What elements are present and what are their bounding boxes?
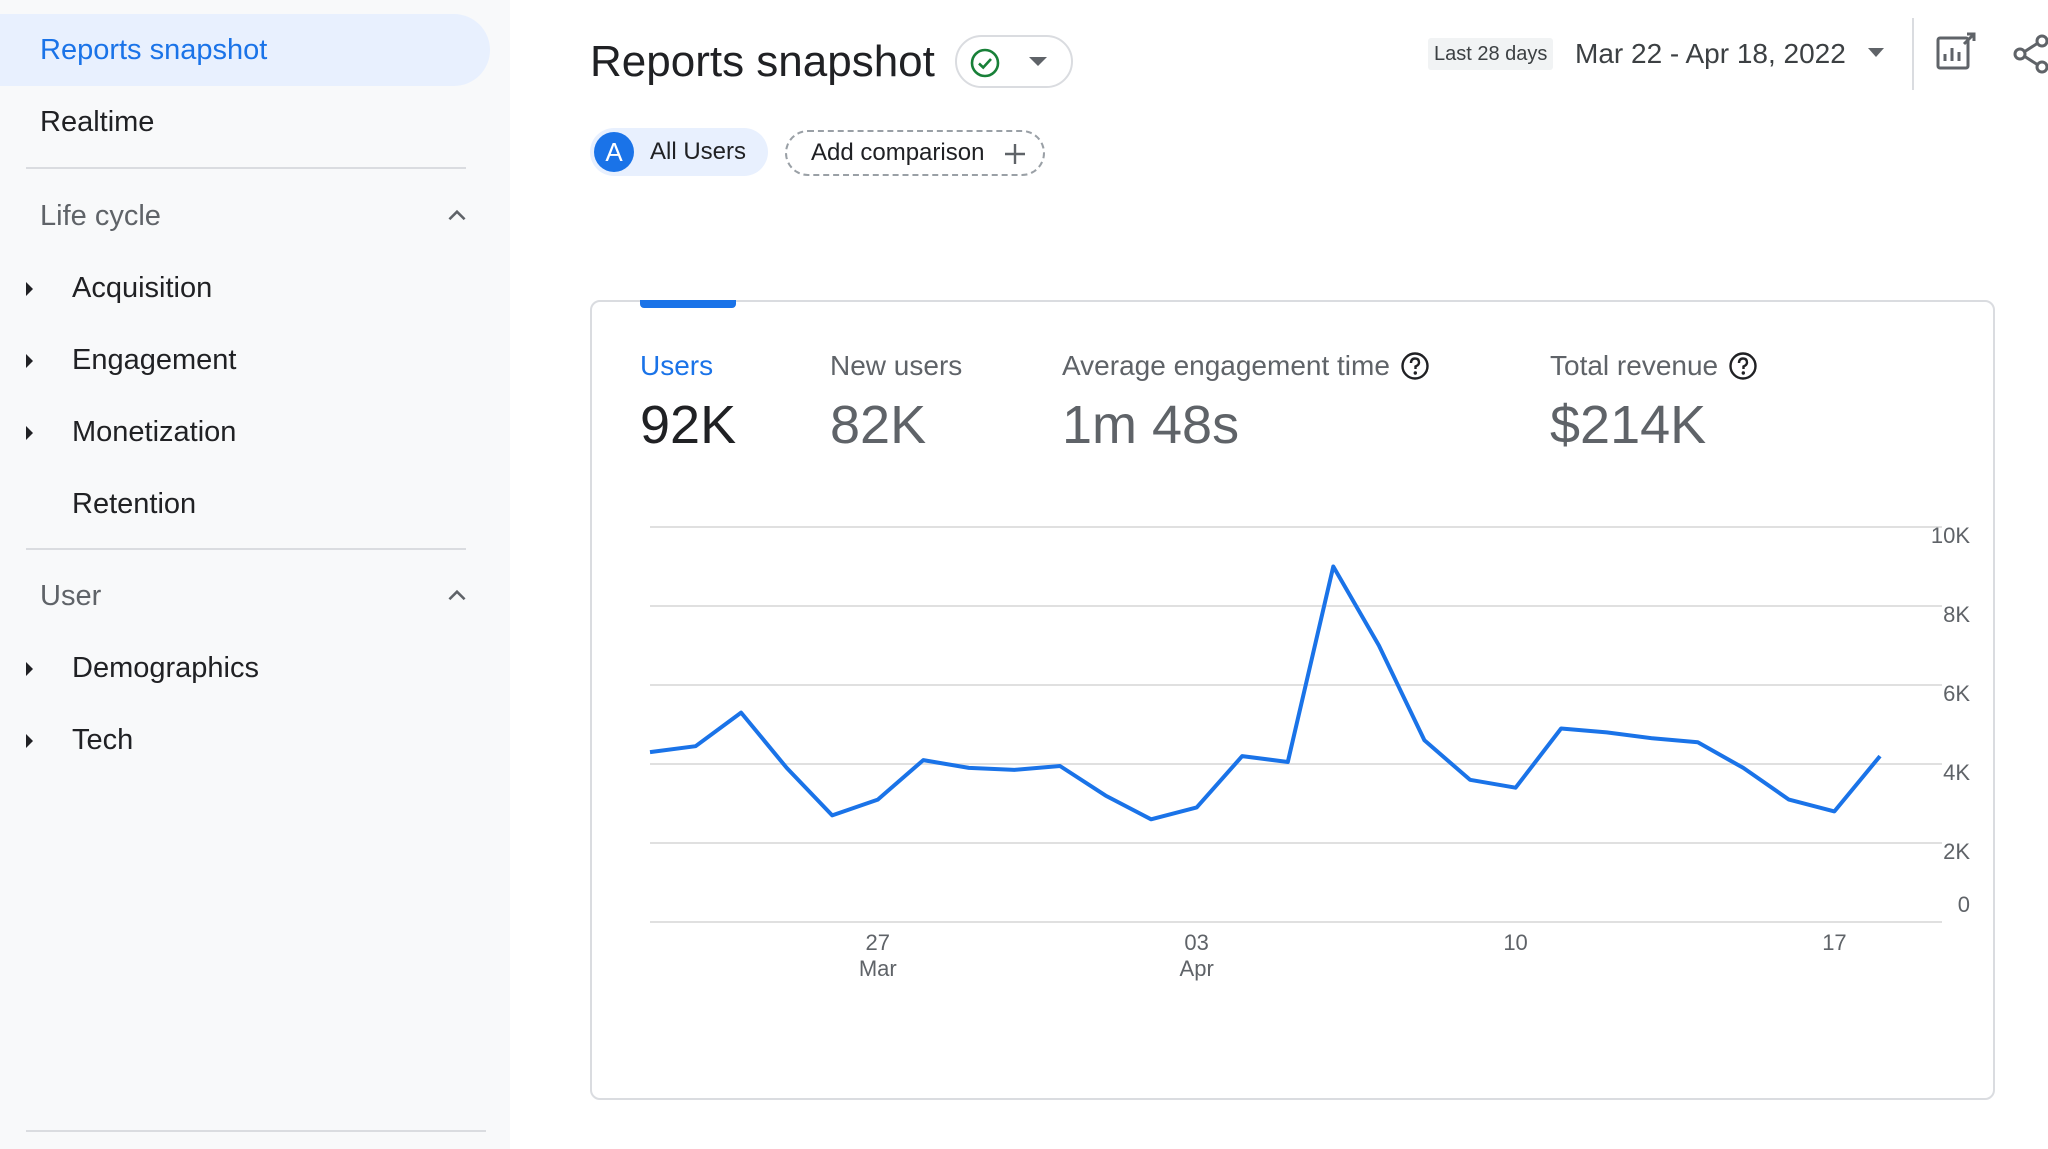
segment-avatar: A — [594, 132, 634, 172]
y-tick-label: 0 — [1958, 892, 1970, 917]
sidebar-divider — [26, 167, 466, 169]
x-tick-label: 27 — [866, 930, 890, 955]
active-tab-indicator — [640, 300, 736, 308]
x-tick-month-label: Apr — [1180, 956, 1214, 981]
nav-tech[interactable]: Tech — [0, 704, 480, 776]
nav-demographics-label: Demographics — [72, 652, 259, 684]
nav-monetization-label: Monetization — [72, 416, 237, 448]
caret-right-icon — [26, 734, 33, 748]
nav-tech-label: Tech — [72, 724, 134, 756]
x-tick-label: 17 — [1822, 930, 1846, 955]
header-divider — [1912, 18, 1914, 90]
y-tick-label: 10K — [1931, 523, 1970, 548]
metric-tab-avg-engagement-time[interactable]: Average engagement time 1m 48s — [1062, 346, 1430, 460]
x-tick-label: 10 — [1503, 930, 1527, 955]
metric-label: Users — [640, 350, 714, 381]
sidebar-divider — [26, 1130, 486, 1132]
dropdown-arrow-icon[interactable] — [1868, 48, 1884, 57]
help-icon[interactable] — [1400, 351, 1430, 381]
date-range-picker[interactable]: Mar 22 - Apr 18, 2022 — [1575, 38, 1846, 69]
add-comparison-label: Add comparison — [811, 139, 985, 166]
add-comparison-button[interactable]: Add comparison — [785, 130, 1045, 176]
nav-reports-snapshot-label: Reports snapshot — [40, 34, 268, 66]
segment-chip-all-users[interactable]: A All Users — [590, 128, 768, 176]
y-tick-label: 8K — [1943, 602, 1970, 627]
dropdown-arrow-icon — [1029, 57, 1047, 66]
metric-tab-total-revenue[interactable]: Total revenue $214K — [1550, 346, 1758, 460]
date-preset-label: Last 28 days — [1428, 38, 1554, 70]
caret-right-icon — [26, 354, 33, 368]
metric-label: Total revenue — [1550, 350, 1719, 381]
snapshot-card: Users 92K New users 82K Average engageme… — [590, 300, 1995, 1100]
metric-label: Average engagement time — [1062, 350, 1390, 381]
section-life-cycle-label: Life cycle — [40, 200, 161, 232]
metric-tab-users[interactable]: Users 92K — [640, 346, 736, 460]
caret-right-icon — [26, 426, 33, 440]
nav-retention[interactable]: Retention — [0, 468, 480, 540]
x-tick-label: 03 — [1184, 930, 1208, 955]
y-tick-label: 2K — [1943, 839, 1970, 864]
chevron-up-icon[interactable] — [444, 583, 470, 609]
section-user[interactable]: User — [40, 560, 470, 632]
sidebar-divider — [26, 548, 466, 550]
nav-acquisition-label: Acquisition — [72, 272, 213, 304]
check-circle-icon — [970, 48, 1000, 78]
caret-right-icon — [26, 662, 33, 676]
caret-right-icon — [26, 282, 33, 296]
metric-value: 82K — [830, 395, 927, 455]
section-life-cycle[interactable]: Life cycle — [40, 180, 470, 252]
nav-demographics[interactable]: Demographics — [0, 632, 480, 704]
page-title: Reports snapshot — [590, 37, 935, 86]
share-icon[interactable] — [2010, 32, 2048, 76]
nav-reports-snapshot[interactable]: Reports snapshot — [0, 14, 490, 86]
segment-chip-label: All Users — [650, 138, 747, 165]
metric-value: 1m 48s — [1062, 395, 1240, 455]
report-status-dropdown[interactable] — [955, 35, 1073, 88]
nav-acquisition[interactable]: Acquisition — [0, 252, 480, 324]
series-line-users — [649, 564, 1882, 822]
metric-label: New users — [830, 350, 963, 381]
metric-value: $214K — [1550, 395, 1707, 455]
nav-engagement[interactable]: Engagement — [0, 324, 480, 396]
nav-retention-label: Retention — [72, 488, 197, 520]
plus-icon — [1005, 144, 1025, 164]
nav-engagement-label: Engagement — [72, 344, 237, 376]
nav-realtime[interactable]: Realtime — [40, 106, 155, 138]
metric-value: 92K — [640, 395, 737, 455]
x-tick-month-label: Mar — [859, 956, 897, 981]
y-tick-label: 6K — [1943, 681, 1970, 706]
metric-label-row: Total revenue — [1550, 346, 1758, 386]
section-user-label: User — [40, 580, 102, 612]
chevron-up-icon[interactable] — [444, 203, 470, 229]
metric-tab-new-users[interactable]: New users 82K — [830, 346, 962, 460]
help-icon[interactable] — [1728, 351, 1758, 381]
metric-label-row: Average engagement time — [1062, 346, 1430, 386]
y-tick-label: 4K — [1943, 760, 1970, 785]
nav-monetization[interactable]: Monetization — [0, 396, 480, 468]
customize-report-icon[interactable] — [1934, 30, 1978, 74]
sidebar: Reports snapshot Realtime Life cycle Acq… — [0, 0, 510, 1149]
